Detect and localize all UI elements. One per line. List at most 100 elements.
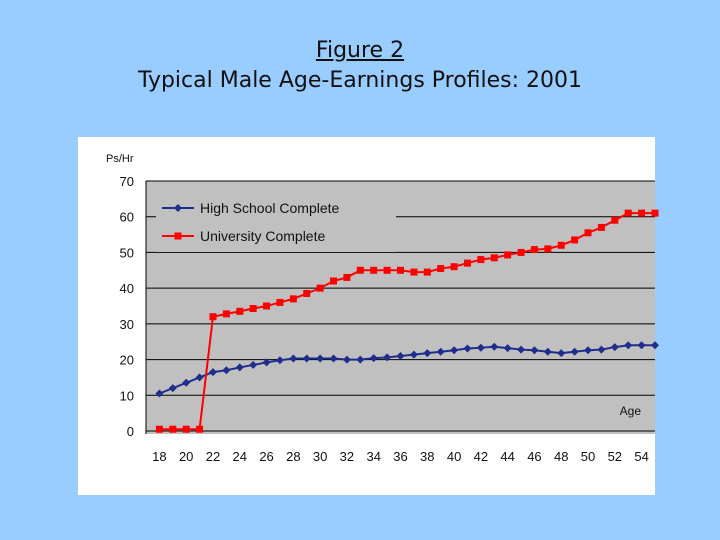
data-point-university	[517, 248, 525, 256]
y-tick-label: 50	[120, 245, 134, 260]
data-point-high-school	[235, 363, 244, 372]
x-tick-label: 40	[447, 449, 461, 464]
y-tick-label: 10	[120, 388, 134, 403]
x-tick-label: 50	[581, 449, 595, 464]
data-point-university	[557, 241, 565, 249]
y-tick-label: 40	[120, 281, 134, 296]
data-point-university	[423, 268, 431, 276]
data-point-high-school	[396, 352, 405, 360]
data-point-university	[182, 425, 190, 433]
y-tick-label: 70	[120, 174, 134, 189]
legend-box	[156, 192, 396, 252]
data-point-university	[303, 290, 311, 297]
data-point-university	[169, 425, 177, 433]
x-tick-label: 48	[554, 449, 568, 464]
data-point-university	[638, 209, 646, 217]
data-point-university	[410, 268, 418, 276]
legend-label: High School Complete	[200, 200, 340, 216]
data-point-university	[437, 265, 445, 272]
data-point-university	[477, 256, 485, 264]
data-point-high-school	[182, 378, 191, 387]
data-point-university	[330, 277, 338, 285]
data-point-high-school	[249, 360, 258, 369]
data-point-university	[584, 229, 592, 237]
data-point-high-school	[476, 343, 485, 352]
data-point-high-school	[342, 355, 351, 364]
data-point-high-school	[383, 353, 392, 362]
data-point-university	[263, 302, 271, 310]
data-point-university	[571, 236, 579, 244]
data-point-high-school	[450, 346, 459, 355]
data-point-high-school	[637, 341, 646, 350]
data-point-university	[196, 425, 204, 433]
x-tick-label: 54	[634, 449, 648, 464]
data-point-high-school	[195, 373, 204, 382]
data-point-high-school	[610, 343, 619, 352]
chart-title-line2: Typical Male Age-Earnings Profiles: 2001	[137, 68, 583, 93]
x-tick-label: 32	[340, 449, 354, 464]
data-point-university	[530, 246, 538, 254]
y-tick-label: 60	[120, 210, 134, 225]
data-point-high-school	[275, 356, 284, 365]
data-point-university	[597, 223, 605, 231]
y-axis-label: Ps/Hr	[106, 153, 134, 165]
data-point-university	[611, 216, 619, 224]
data-point-high-school	[289, 354, 298, 363]
data-point-university	[356, 266, 364, 274]
x-tick-label: 36	[393, 449, 407, 464]
data-point-university	[651, 209, 659, 217]
data-point-high-school	[651, 341, 659, 350]
data-point-high-school	[557, 349, 566, 358]
data-point-high-school	[463, 344, 472, 353]
x-tick-label: 46	[527, 449, 541, 464]
data-point-high-school	[584, 346, 593, 355]
data-point-university	[236, 307, 244, 315]
data-point-high-school	[409, 350, 418, 359]
chart-title-line1: Figure 2	[315, 38, 405, 63]
data-point-high-school	[316, 354, 325, 363]
x-tick-label: 28	[286, 449, 300, 464]
x-tick-label: 30	[313, 449, 327, 464]
data-point-university	[276, 298, 284, 306]
data-point-high-school	[490, 342, 499, 351]
data-point-high-school	[570, 347, 579, 356]
legend-marker	[174, 232, 182, 240]
data-point-high-school	[423, 349, 432, 358]
data-point-university	[343, 273, 351, 281]
data-point-high-school	[369, 354, 378, 363]
data-point-university	[222, 310, 230, 318]
data-point-high-school	[356, 355, 365, 364]
y-tick-label: 0	[127, 424, 134, 439]
x-tick-label: 52	[608, 449, 622, 464]
data-point-university	[397, 266, 404, 274]
x-tick-label: 26	[259, 449, 273, 464]
x-tick-label: 42	[474, 449, 488, 464]
data-point-university	[624, 209, 632, 217]
x-tick-label: 34	[366, 449, 380, 464]
data-point-high-school	[302, 354, 311, 363]
x-tick-label: 22	[206, 449, 220, 464]
data-point-high-school	[329, 354, 338, 363]
data-point-university	[544, 245, 552, 253]
y-tick-label: 30	[120, 317, 134, 332]
series-group	[155, 209, 659, 433]
data-point-high-school	[208, 368, 217, 377]
x-tick-label: 20	[179, 449, 193, 464]
x-axis-label: Age	[620, 404, 642, 418]
data-point-university	[249, 305, 257, 312]
data-point-university	[316, 284, 324, 292]
data-point-high-school	[503, 344, 512, 353]
chart-title: Figure 2 Typical Male Age-Earnings Profi…	[0, 36, 720, 96]
data-point-university	[209, 313, 217, 321]
x-tick-label: 38	[420, 449, 434, 464]
data-point-high-school	[222, 366, 231, 375]
y-axis: 0 10 20 30 40 50 60 70	[120, 174, 147, 439]
y-tick-label: 20	[120, 353, 134, 368]
data-point-high-school	[262, 358, 271, 367]
data-point-high-school	[597, 345, 606, 354]
data-point-university	[383, 266, 391, 274]
x-tick-label: 44	[500, 449, 514, 464]
legend: High School Complete University Complete	[156, 192, 396, 252]
data-point-high-school	[436, 347, 445, 356]
